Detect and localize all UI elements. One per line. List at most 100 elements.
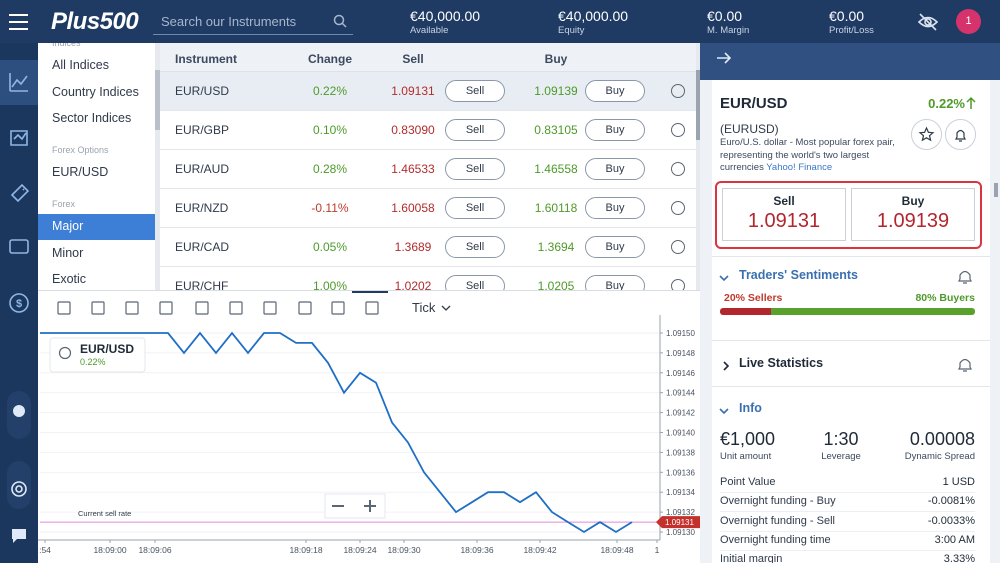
toolbar-tool[interactable]: [365, 301, 379, 315]
info-button[interactable]: [671, 240, 685, 254]
menu-item[interactable]: Country Indices: [52, 84, 139, 99]
info-row-value: 1 USD: [942, 476, 975, 488]
funds-icon[interactable]: [9, 293, 29, 313]
chevron[interactable]: [719, 403, 729, 415]
buyers-bar: [771, 308, 975, 315]
menu-button[interactable]: [8, 12, 30, 32]
y-tick-label: 1.09138: [666, 448, 695, 457]
toolbar-tool[interactable]: [331, 301, 345, 315]
info-button[interactable]: [671, 201, 685, 215]
sell-button[interactable]: Sell: [445, 158, 505, 180]
portfolio-icon[interactable]: [9, 239, 29, 254]
price-tag: [656, 516, 700, 529]
menu-item[interactable]: All Indices: [52, 58, 109, 72]
collapse-arrow[interactable]: [716, 51, 732, 70]
menu-item[interactable]: Major: [52, 219, 84, 233]
sentiment-title[interactable]: Traders' Sentiments: [739, 268, 858, 282]
info-button[interactable]: [671, 123, 685, 137]
toolbar-tool[interactable]: [195, 301, 209, 315]
sellers-label: 20% Sellers: [724, 292, 783, 304]
buy-button[interactable]: Buy: [585, 158, 645, 180]
menu-item-selected[interactable]: [38, 214, 155, 240]
source-link[interactable]: Yahoo! Finance: [766, 162, 833, 173]
info-title[interactable]: Info: [739, 401, 762, 415]
price-tag-label: 1.09131: [665, 518, 694, 527]
info-button[interactable]: [671, 279, 685, 290]
live-statistics-title[interactable]: Live Statistics: [739, 356, 824, 370]
toolbar-tool[interactable]: [229, 301, 243, 315]
target-icon[interactable]: [11, 481, 27, 497]
charts-icon[interactable]: [9, 73, 28, 92]
price-line: [40, 331, 633, 534]
panel-scrollbar-thumb[interactable]: [994, 183, 998, 197]
sell-price: 1.09131: [391, 84, 435, 98]
instrument-name: EUR/CAD: [175, 240, 230, 254]
menu-item[interactable]: Minor: [52, 245, 84, 260]
up-arrow: [966, 96, 976, 109]
legend-info[interactable]: [58, 346, 72, 360]
alert-button[interactable]: [945, 119, 976, 150]
sell-button[interactable]: Sell: [445, 80, 505, 102]
chat-icon[interactable]: [12, 529, 26, 543]
info-stat-value: 1:30: [823, 429, 859, 449]
toolbar-tool[interactable]: [125, 301, 139, 315]
menu-item[interactable]: EUR/USD: [52, 165, 109, 179]
star-icon: [918, 126, 935, 142]
menu-item[interactable]: Exotic: [52, 272, 87, 286]
sell-button[interactable]: Sell: [445, 197, 505, 219]
menu-item[interactable]: Sector Indices: [52, 111, 132, 125]
panel-header: [700, 43, 1000, 80]
chevron-icon: [723, 361, 730, 371]
zoom-in[interactable]: [364, 500, 376, 512]
buy-button[interactable]: Buy: [585, 80, 645, 102]
sell-button[interactable]: Sell: [445, 275, 505, 290]
chevron[interactable]: [719, 270, 729, 282]
buy-button[interactable]: Buy: [585, 197, 645, 219]
positions-icon[interactable]: [10, 130, 28, 146]
alert-icon[interactable]: [956, 267, 974, 285]
notification-badge[interactable]: [956, 9, 981, 34]
table-scrollbar-thumb[interactable]: [696, 70, 700, 140]
toolbar-tool[interactable]: [159, 301, 173, 315]
orders-icon[interactable]: [10, 183, 30, 203]
sell-box[interactable]: [722, 188, 846, 241]
splitter-handle[interactable]: [352, 290, 388, 293]
buy-box[interactable]: [851, 188, 975, 241]
account-stat-value: €0.00: [829, 8, 865, 24]
alert-icon[interactable]: [956, 355, 974, 373]
privacy-toggle[interactable]: [917, 12, 939, 32]
toolbar-tool[interactable]: [298, 301, 312, 315]
toolbar-tool[interactable]: [57, 301, 71, 315]
info-stat-label: Leverage: [821, 451, 861, 462]
watchlist-button[interactable]: [911, 119, 942, 150]
buy-price: 1.0205: [537, 279, 575, 290]
menu-scrollbar-thumb[interactable]: [155, 70, 160, 130]
sell-button[interactable]: Sell: [445, 119, 505, 141]
y-tick-label: 1.09148: [666, 349, 695, 358]
divider: [712, 256, 990, 257]
x-tick-label: 18:09:18: [289, 545, 322, 555]
top-bar: [0, 0, 1000, 43]
buy-button[interactable]: Buy: [585, 275, 645, 290]
details-change: 0.22%: [928, 96, 965, 111]
search-box[interactable]: [153, 8, 353, 35]
y-tick-label: 1.09132: [666, 508, 695, 517]
info-button[interactable]: [671, 162, 685, 176]
chevron[interactable]: [721, 358, 731, 371]
info-button[interactable]: [671, 84, 685, 98]
change-arrow: [966, 96, 976, 110]
table-row[interactable]: [160, 267, 696, 290]
x-tick-label: 18:09:00: [93, 545, 126, 555]
info-row-value: -0.0081%: [927, 495, 975, 508]
current-sell-rate-label: Current sell rate: [78, 509, 131, 518]
sell-button[interactable]: Sell: [445, 236, 505, 258]
bell-icon: [955, 129, 966, 142]
theme-icon[interactable]: [13, 405, 25, 417]
toolbar-tool[interactable]: [263, 301, 277, 315]
instrument-name: EUR/CHF: [175, 279, 229, 290]
buy-button[interactable]: Buy: [585, 119, 645, 141]
interval-selector[interactable]: Tick: [412, 300, 436, 315]
buy-button[interactable]: Buy: [585, 236, 645, 258]
toolbar-tool[interactable]: [91, 301, 105, 315]
